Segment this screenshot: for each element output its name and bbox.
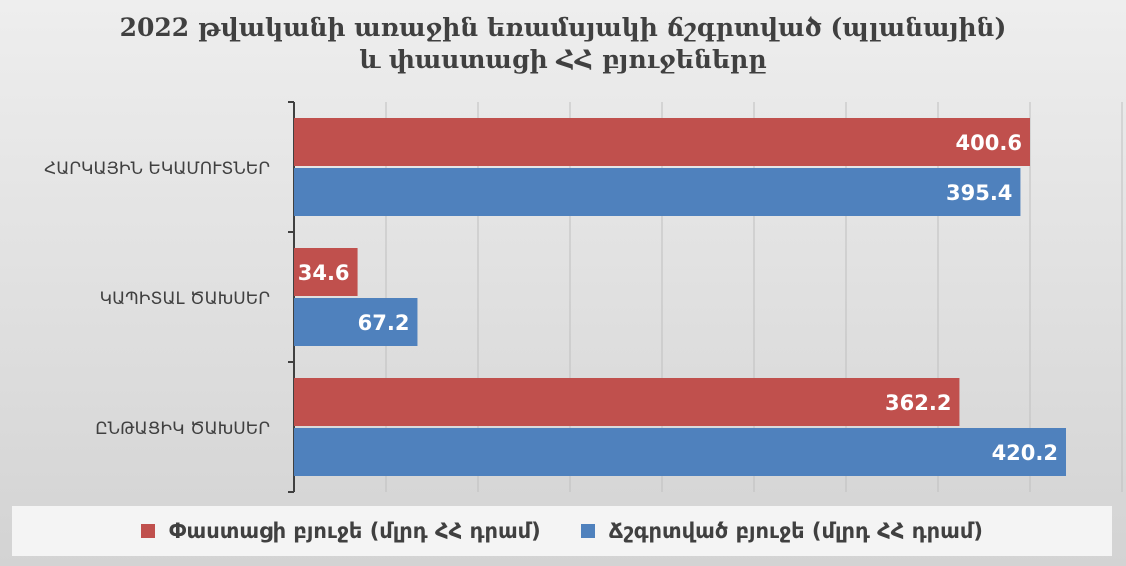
category-label-3: ԸՆԹԱՑԻԿ ԾԱԽՍԵՐ — [95, 419, 270, 439]
legend-item-adjusted: Ճշգրտված բյուջե (մլրդ ՀՀ դրամ) — [580, 519, 983, 543]
bar-s1-c2 — [294, 248, 358, 296]
bar-s1-c1 — [294, 118, 1030, 166]
legend: Փաստացի բյուջե (մլրդ ՀՀ դրամ) Ճշգրտված բ… — [12, 506, 1112, 556]
data-label-s1-c1: 400.6 — [956, 131, 1022, 155]
data-label-s2-c2: 67.2 — [358, 311, 410, 335]
chart-title: 2022 թվականի առաջին եռամսյակի ճշգրտված (… — [0, 12, 1126, 76]
bar-s2-c1 — [294, 168, 1021, 216]
data-label-s1-c2: 34.6 — [298, 261, 350, 285]
legend-item-actual: Փաստացի բյուջե (մլրդ ՀՀ դրամ) — [141, 519, 541, 543]
bar-s1-c3 — [294, 378, 960, 426]
bar-s2-c2 — [294, 298, 418, 346]
bar-s2-c3 — [294, 428, 1066, 476]
legend-label-actual: Փաստացի բյուջե (մլրդ ՀՀ դրամ) — [169, 519, 541, 543]
legend-swatch-actual — [141, 524, 156, 538]
legend-swatch-adjusted — [580, 524, 595, 538]
category-label-1: ՀԱՐԿԱՅԻՆ ԵԿԱՄՈՒՏՆԵՐ — [44, 159, 270, 179]
category-label-2: ԿԱՊԻՏԱԼ ԾԱԽՍԵՐ — [100, 289, 270, 309]
legend-label-adjusted: Ճշգրտված բյուջե (մլրդ ՀՀ դրամ) — [608, 519, 983, 543]
chart-title-line-2: և փաստացի ՀՀ բյուջեները — [359, 45, 767, 74]
data-label-s2-c1: 395.4 — [946, 181, 1012, 205]
chart-title-line-1: 2022 թվականի առաջին եռամսյակի ճշգրտված (… — [119, 13, 1007, 42]
data-label-s1-c3: 362.2 — [885, 391, 951, 415]
data-label-s2-c3: 420.2 — [992, 441, 1058, 465]
